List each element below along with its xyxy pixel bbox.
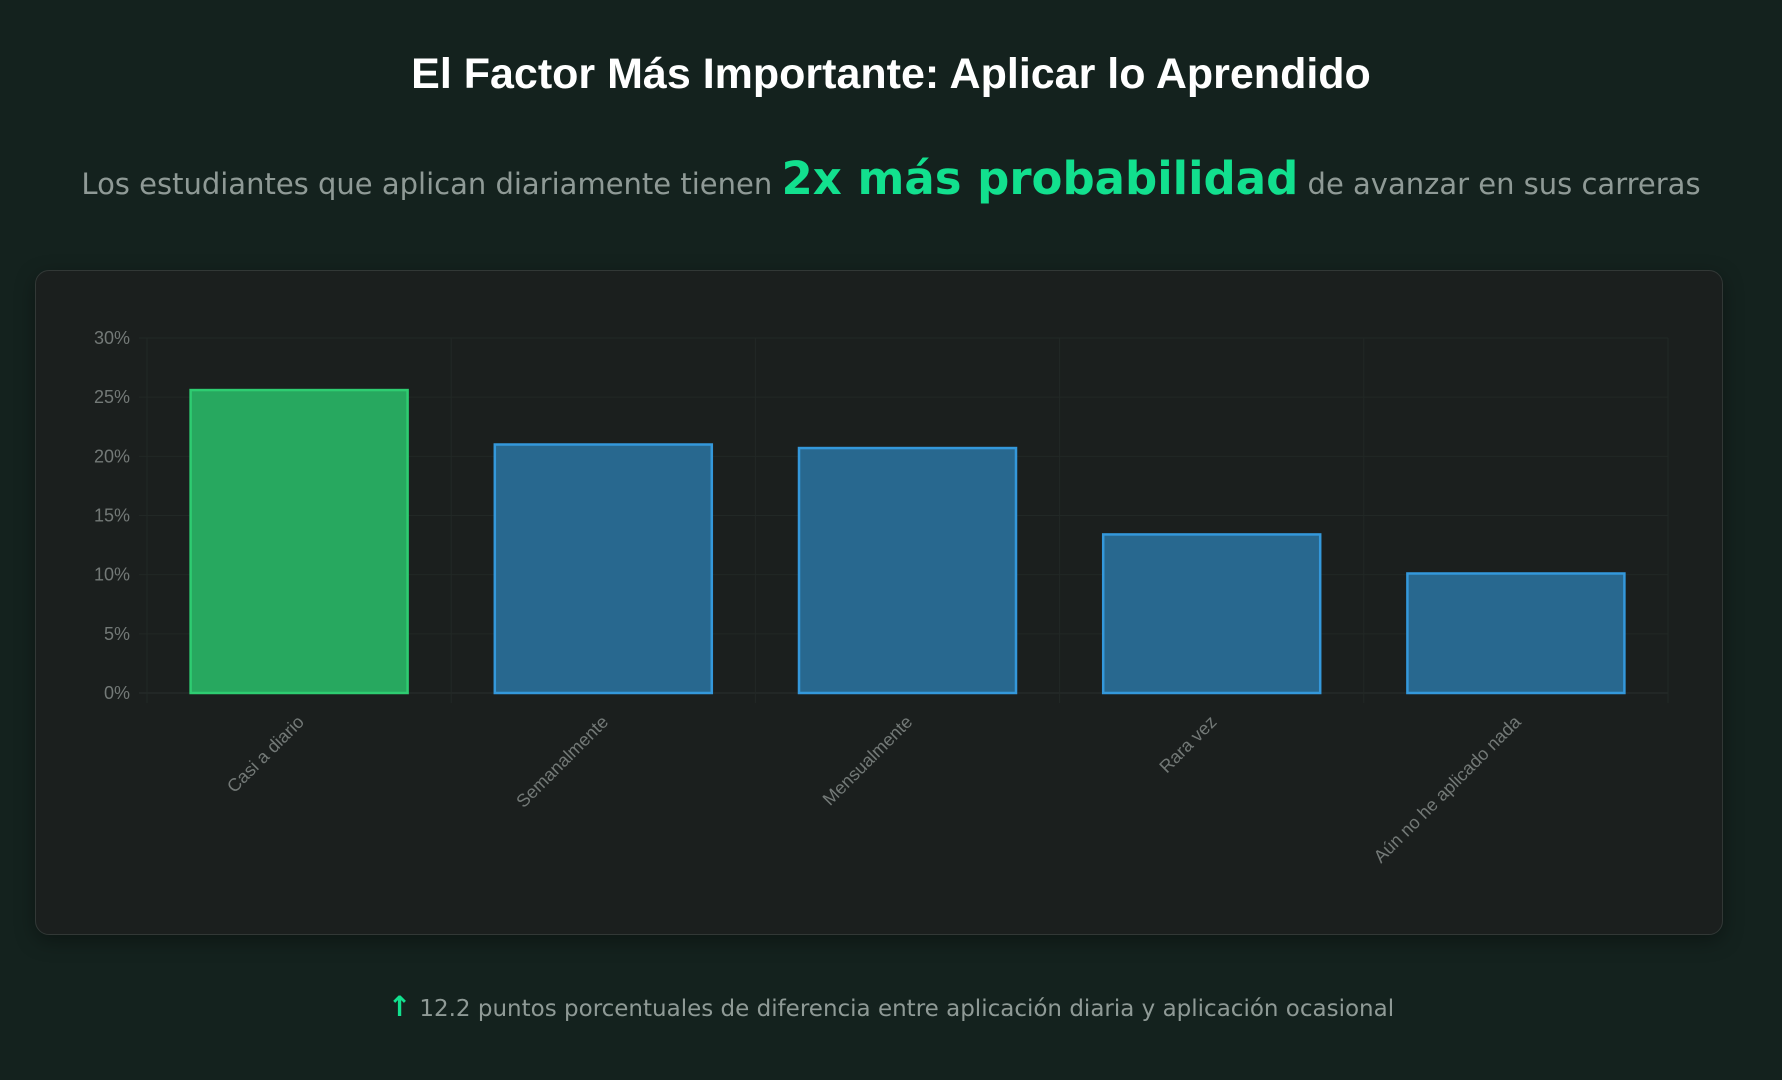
y-tick-label: 30% xyxy=(94,328,130,348)
page-title: El Factor Más Importante: Aplicar lo Apr… xyxy=(411,50,1371,98)
subtitle-before: Los estudiantes que aplican diariamente … xyxy=(81,167,773,201)
bar xyxy=(1406,572,1626,695)
footer-note: ↑ 12.2 puntos porcentuales de diferencia … xyxy=(0,990,1782,1023)
x-tick-label: Mensualmente xyxy=(819,712,917,810)
bar xyxy=(1101,533,1322,695)
x-tick-label: Aún no he aplicado nada xyxy=(1370,711,1526,867)
subtitle-after: de avanzar en sus carreras xyxy=(1307,167,1701,201)
y-tick-label: 0% xyxy=(104,683,130,703)
x-tick-label: Semanalmente xyxy=(512,712,612,812)
subtitle-highlight: 2x más probabilidad xyxy=(781,152,1299,205)
x-tick-label: Rara vez xyxy=(1155,712,1220,777)
subtitle: Los estudiantes que aplican diariamente … xyxy=(0,152,1782,205)
y-tick-label: 15% xyxy=(94,506,130,526)
y-tick-label: 10% xyxy=(94,565,130,585)
footer-text: 12.2 puntos porcentuales de diferencia e… xyxy=(419,996,1395,1022)
y-tick-label: 5% xyxy=(104,624,130,644)
bar xyxy=(797,446,1018,695)
bar xyxy=(189,388,409,695)
x-tick-label: Casi a diario xyxy=(223,712,308,797)
y-tick-label: 25% xyxy=(94,387,130,407)
arrow-up-icon: ↑ xyxy=(387,990,412,1023)
bar xyxy=(493,443,714,695)
y-tick-label: 20% xyxy=(94,446,130,466)
